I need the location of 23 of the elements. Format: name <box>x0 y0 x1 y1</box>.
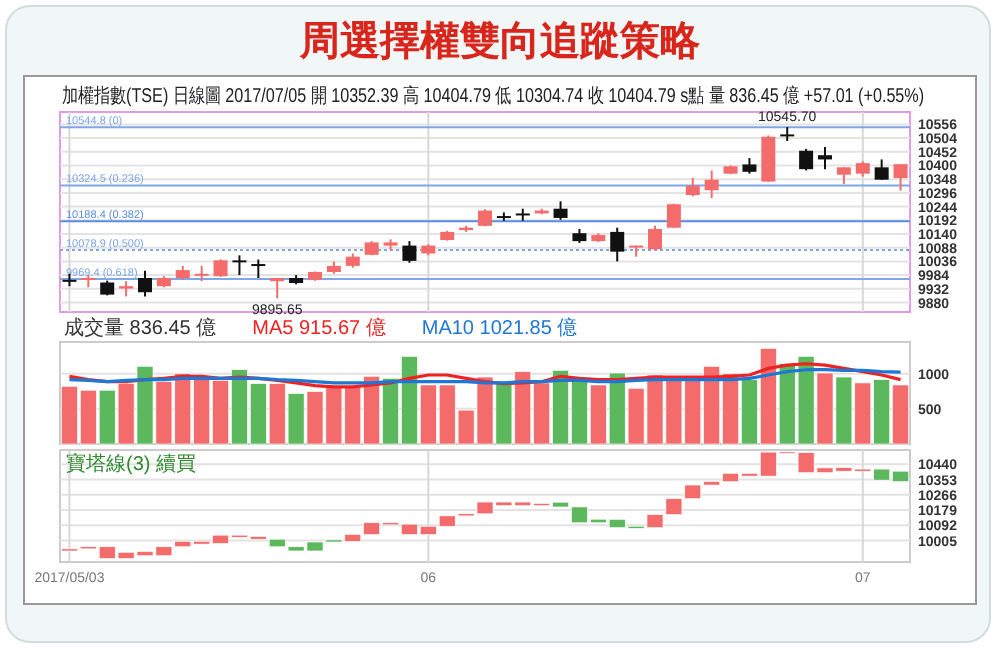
candlestick <box>874 158 889 181</box>
candlestick <box>610 226 625 263</box>
candlestick <box>704 169 719 200</box>
candlestick <box>251 258 266 280</box>
candlestick <box>893 163 908 192</box>
candlestick <box>761 134 776 184</box>
series-label: MA5 915.67 億 <box>252 316 386 340</box>
candlestick <box>402 240 417 264</box>
candlestick <box>553 200 568 221</box>
text: MA10 1021.85 億 <box>421 316 578 340</box>
chart-title: 寶塔線(3) 續買 <box>66 452 196 476</box>
line-series <box>67 362 903 389</box>
chart-title: 成交量 836.45 億 <box>64 316 217 340</box>
candlestick <box>799 147 814 172</box>
chart-subtitle: 加權指數(TSE) 日線圖 2017/07/05 開 10352.39 高 10404.79 低 10304.74 收 10404.79 s點 量 836.45 億 +57.01 (+0.55%) <box>62 84 925 107</box>
candlestick <box>138 269 152 298</box>
candlestick <box>685 176 700 198</box>
candlestick <box>232 254 247 277</box>
candlestick <box>270 277 285 300</box>
candlestick <box>818 146 832 171</box>
line-series <box>67 368 903 385</box>
chart-title: 周選擇權雙向追蹤策略 <box>298 20 702 64</box>
candlestick <box>648 224 662 251</box>
